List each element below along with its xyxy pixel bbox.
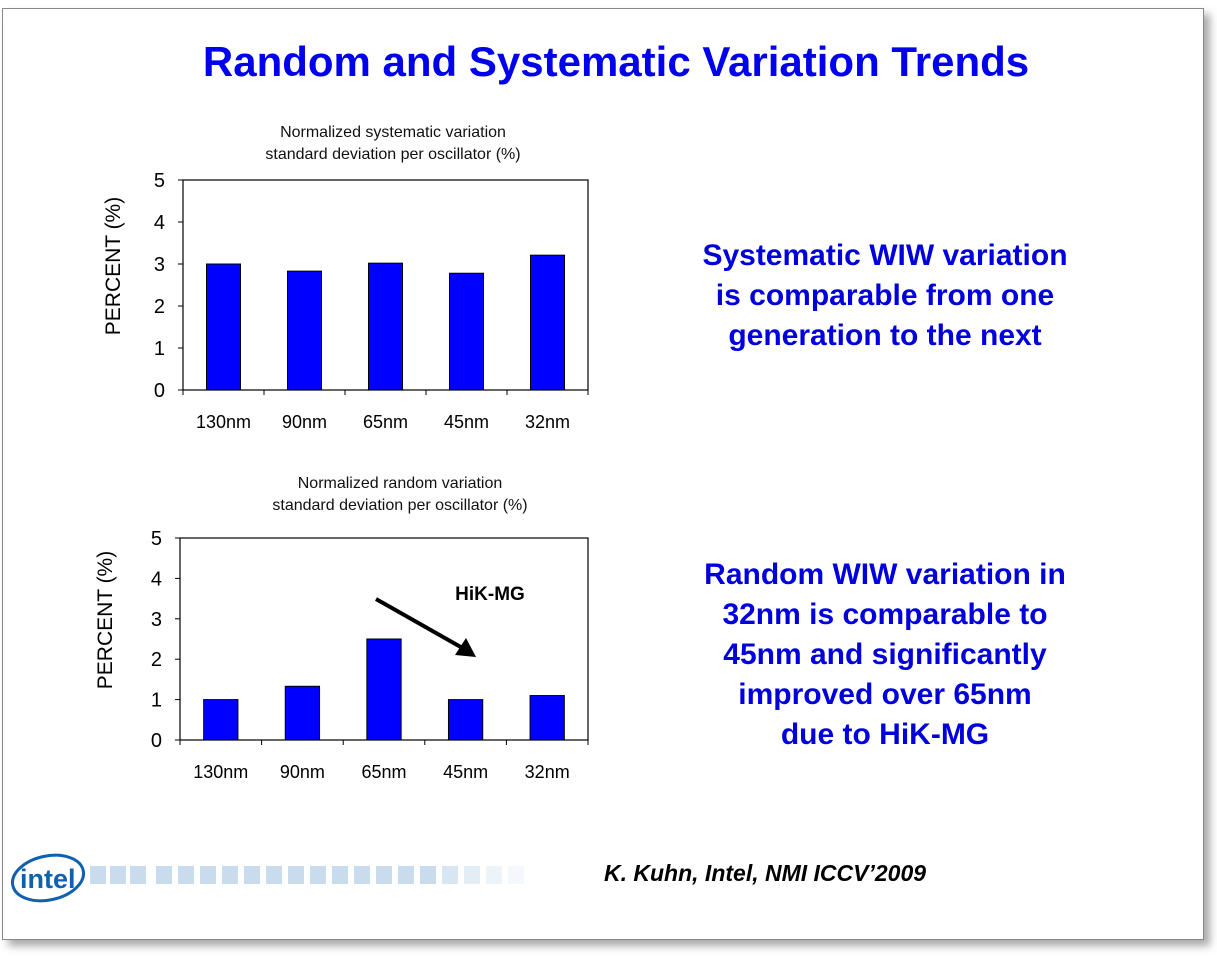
chart1-y-tick-label: 4 bbox=[154, 212, 165, 234]
random-note: Random WIW variation in 32nm is comparab… bbox=[650, 555, 1120, 755]
svg-text:intel: intel bbox=[20, 864, 76, 894]
chart2-y-axis-label: PERCENT (%) bbox=[94, 551, 117, 689]
citation: K. Kuhn, Intel, NMI ICCV’2009 bbox=[604, 860, 927, 886]
chart1-title-line1: Normalized systematic variation bbox=[280, 124, 506, 141]
systematic-note-line: Systematic WIW variation bbox=[702, 239, 1068, 272]
chart1-bar bbox=[286, 270, 323, 391]
chart2-x-tick-label: 90nm bbox=[280, 762, 325, 782]
chart2-y-tick-label: 1 bbox=[151, 690, 162, 712]
chart2-title-line1: Normalized random variation bbox=[297, 475, 503, 492]
chart2-bar bbox=[529, 695, 565, 741]
random-note-line: 32nm is comparable to bbox=[722, 598, 1048, 631]
random-note-line: 45nm and significantly bbox=[723, 638, 1047, 671]
chart2-bar bbox=[284, 685, 321, 741]
chart1-x-tick-label: 90nm bbox=[282, 412, 327, 432]
chart1-y-tick-label: 1 bbox=[154, 338, 165, 360]
systematic-note-line: generation to the next bbox=[728, 319, 1042, 352]
chart1-title: Normalized systematic variation standard… bbox=[183, 122, 603, 166]
random-note-line: Random WIW variation in bbox=[704, 558, 1066, 591]
chart2-annotation: HiK-MG bbox=[455, 584, 525, 605]
chart2-x-tick-label: 65nm bbox=[361, 762, 406, 782]
slide-title: Random and Systematic Variation Trends bbox=[202, 38, 1030, 85]
chart1-y-tick-label: 2 bbox=[154, 296, 165, 318]
chart1-bar bbox=[205, 263, 242, 391]
chart1-x-tick-label: 45nm bbox=[444, 412, 489, 432]
chart1-bar bbox=[529, 254, 566, 391]
intel-logo: intel bbox=[8, 852, 548, 913]
chart1-x-tick-label: 32nm bbox=[525, 412, 570, 432]
chart2-x-tick-label: 45nm bbox=[443, 762, 488, 782]
chart1-y-axis-label: PERCENT (%) bbox=[102, 197, 125, 335]
chart2-bar bbox=[447, 699, 484, 741]
chart2-x-tick-label: 130nm bbox=[193, 762, 248, 782]
chart1-bar bbox=[367, 262, 404, 391]
chart2-bar bbox=[366, 638, 402, 741]
chart1-x-tick-label: 65nm bbox=[363, 412, 408, 432]
chart2-y-tick-label: 3 bbox=[151, 609, 162, 631]
chart2-title: Normalized random variation standard dev… bbox=[190, 473, 610, 517]
chart2-title-line2: standard deviation per oscillator (%) bbox=[272, 497, 528, 514]
chart2-y-tick-label: 4 bbox=[151, 568, 162, 590]
chart1-title-line2: standard deviation per oscillator (%) bbox=[265, 146, 521, 163]
arrow-head-icon bbox=[455, 638, 476, 657]
chart1-y-tick-label: 3 bbox=[154, 254, 165, 276]
chart1-bar bbox=[448, 272, 485, 391]
random-note-line: due to HiK-MG bbox=[780, 718, 990, 751]
chart1-x-tick-label: 130nm bbox=[196, 412, 251, 432]
systematic-note: Systematic WIW variation is comparable f… bbox=[650, 236, 1120, 356]
chart2-x-tick-label: 32nm bbox=[525, 762, 570, 782]
chart2-bar bbox=[203, 699, 239, 741]
arrow-icon bbox=[375, 597, 467, 652]
chart2-y-tick-label: 0 bbox=[151, 730, 162, 752]
random-note-line: improved over 65nm bbox=[738, 678, 1032, 711]
slide bbox=[2, 8, 1204, 940]
chart1-y-tick-label: 5 bbox=[154, 170, 165, 192]
chart1-y-tick-label: 0 bbox=[154, 380, 165, 402]
chart2-y-tick-label: 5 bbox=[151, 528, 162, 550]
chart2-y-tick-label: 2 bbox=[151, 649, 162, 671]
systematic-note-line: is comparable from one bbox=[715, 279, 1055, 312]
